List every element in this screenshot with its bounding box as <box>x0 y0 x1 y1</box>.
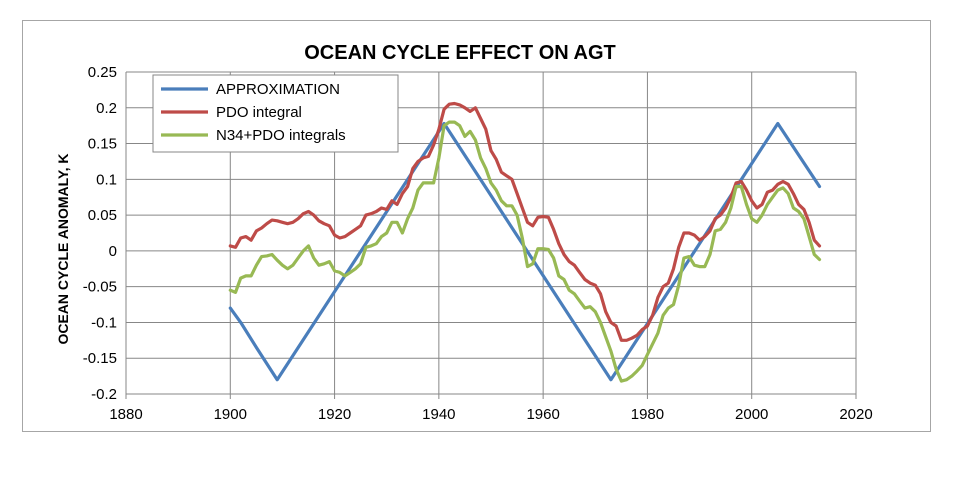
x-tick-label: 1880 <box>109 406 142 423</box>
y-tick-label: 0.1 <box>96 171 117 188</box>
x-tick-label: 1960 <box>526 406 559 423</box>
y-tick-label: -0.1 <box>91 314 117 331</box>
y-tick-label: 0.15 <box>88 136 117 153</box>
x-tick-label: 1920 <box>318 406 351 423</box>
legend-label: N34+PDO integrals <box>216 127 346 144</box>
chart-svg: OCEAN CYCLE EFFECT ON AGT OCEAN CYCLE AN… <box>55 42 873 423</box>
series-lines <box>228 101 822 383</box>
series-line-2 <box>228 101 822 342</box>
y-tick-label: 0 <box>109 243 117 260</box>
x-tick-label: 2000 <box>735 406 768 423</box>
series-line-3 <box>228 120 822 383</box>
legend-label: PDO integral <box>216 104 302 121</box>
legend: APPROXIMATION PDO integral N34+PDO integra… <box>152 74 399 153</box>
y-tick-label: 0.25 <box>88 64 117 81</box>
y-axis-label: OCEAN CYCLE ANOMALY, K <box>55 153 71 344</box>
axes: -0.2 -0.15 -0.1 -0.05 0 0.05 0.1 0.15 0.2 0.25 188… <box>83 64 873 423</box>
y-tick-label: 0.05 <box>88 207 117 224</box>
y-tick-label: 0.2 <box>96 100 117 117</box>
y-tick-label: -0.05 <box>83 279 117 296</box>
chart-frame: OCEAN CYCLE EFFECT ON AGT OCEAN CYCLE AN… <box>22 20 931 432</box>
chart-title: OCEAN CYCLE EFFECT ON AGT <box>304 42 615 64</box>
legend-label: APPROXIMATION <box>216 81 340 98</box>
y-tick-label: -0.15 <box>83 350 117 367</box>
y-tick-label: -0.2 <box>91 386 117 403</box>
x-tick-label: 2020 <box>839 406 872 423</box>
series-line-1 <box>228 121 822 382</box>
x-tick-label: 1940 <box>422 406 455 423</box>
x-tick-label: 1900 <box>214 406 247 423</box>
x-tick-label: 1980 <box>631 406 664 423</box>
